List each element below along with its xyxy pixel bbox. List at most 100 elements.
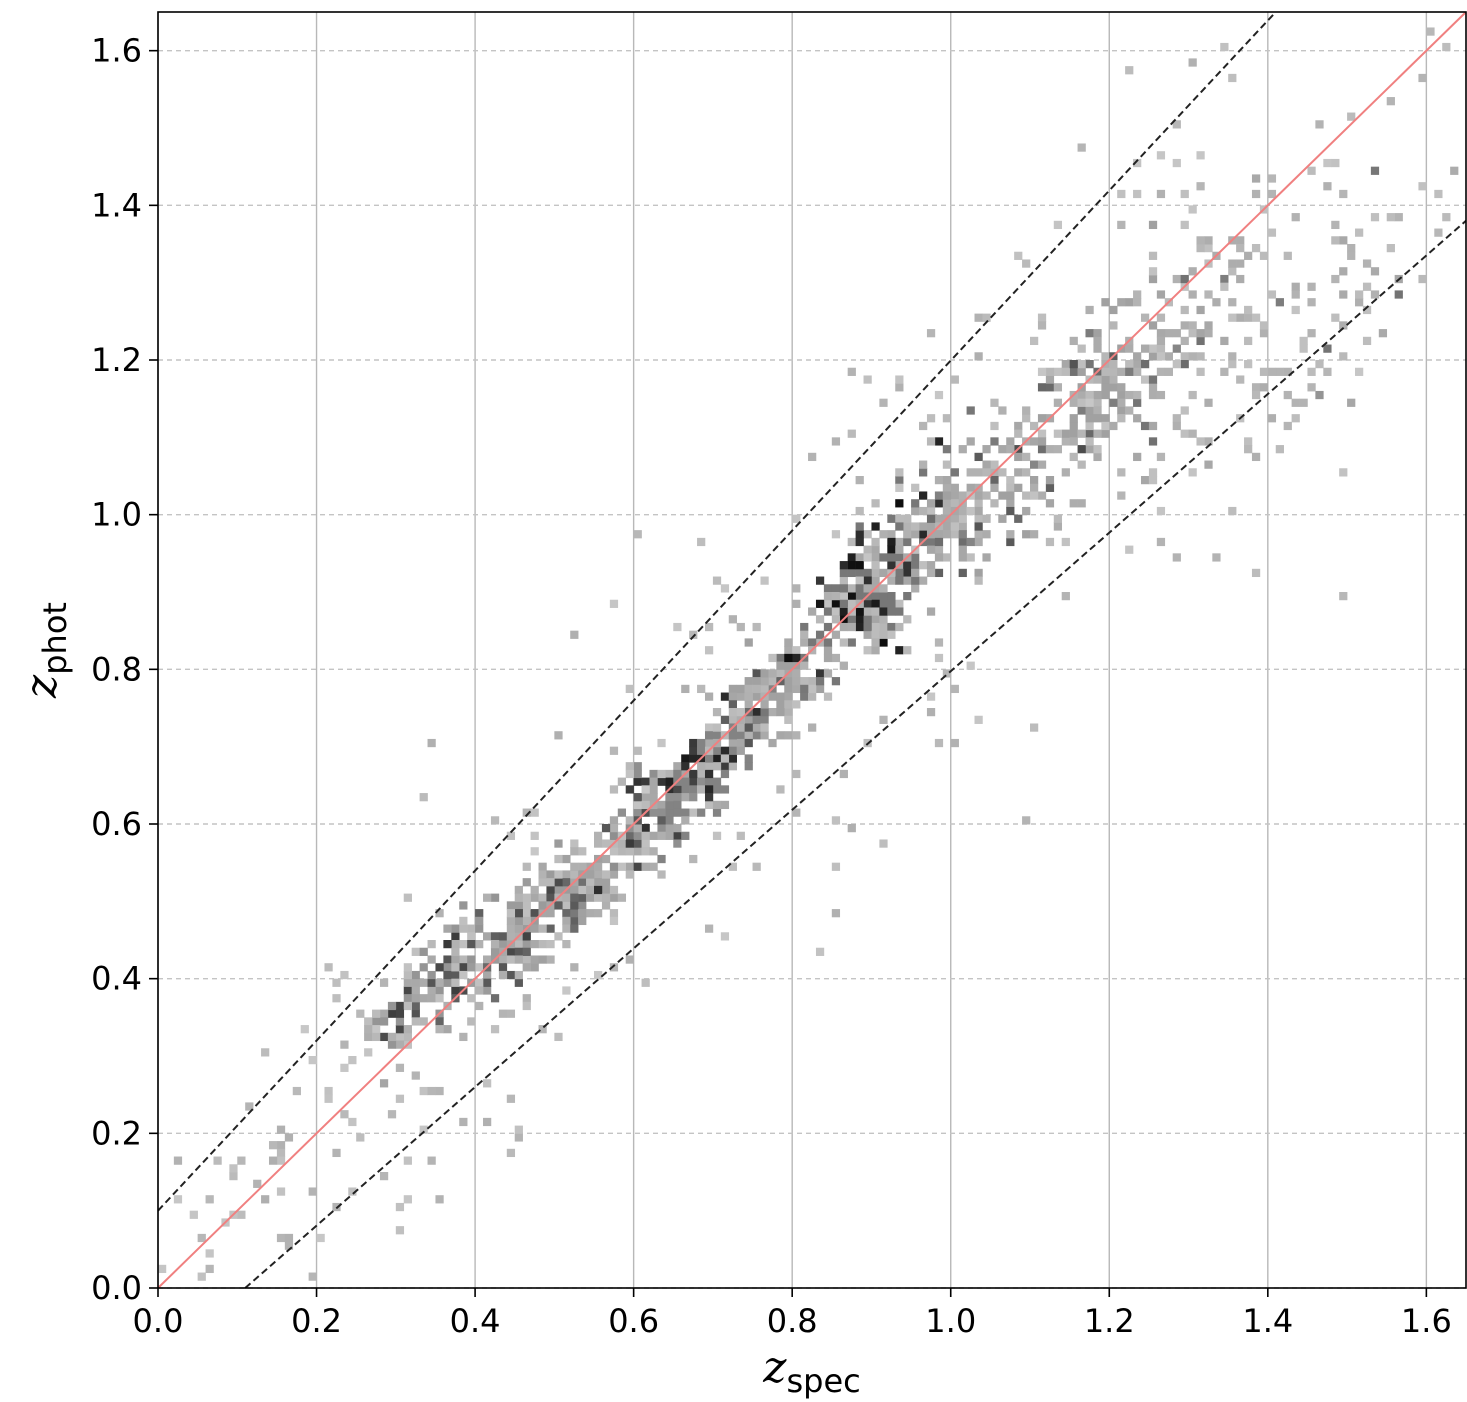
density-cell xyxy=(1022,452,1031,462)
density-cell xyxy=(483,893,492,902)
density-cell xyxy=(379,978,389,987)
density-cell xyxy=(1148,375,1158,384)
density-cell xyxy=(974,313,983,322)
density-cell xyxy=(1204,244,1213,253)
density-cell xyxy=(720,715,730,724)
density-cell xyxy=(942,491,952,500)
density-cell xyxy=(1164,367,1173,376)
density-cell xyxy=(387,1032,397,1042)
density-cell xyxy=(451,963,460,972)
density-cell xyxy=(879,592,888,601)
density-cell xyxy=(443,955,452,964)
density-cell xyxy=(792,677,801,686)
density-cell xyxy=(744,638,753,647)
density-cell xyxy=(1140,360,1150,369)
density-cell xyxy=(308,1272,317,1281)
density-cell xyxy=(974,452,983,462)
density-cell xyxy=(490,994,500,1003)
density-cell xyxy=(720,932,730,941)
density-cell xyxy=(625,785,634,794)
density-cell xyxy=(427,994,436,1003)
density-cell xyxy=(950,491,959,500)
density-cell xyxy=(823,653,833,663)
density-cell xyxy=(720,584,730,593)
density-cell xyxy=(451,940,460,949)
density-cell xyxy=(879,715,888,724)
density-cell xyxy=(1267,228,1277,237)
density-cell xyxy=(1053,514,1063,523)
density-cell xyxy=(895,553,904,562)
density-cell xyxy=(712,785,722,794)
density-cell xyxy=(1117,390,1126,400)
density-cell xyxy=(1394,290,1403,299)
density-cell xyxy=(815,599,825,608)
density-cell xyxy=(498,1009,508,1018)
density-cell xyxy=(1148,344,1158,353)
density-cell xyxy=(276,1187,286,1196)
density-cell xyxy=(364,1017,373,1026)
density-cell xyxy=(776,661,785,670)
density-cell xyxy=(475,978,484,987)
density-cell xyxy=(847,568,856,578)
density-cell xyxy=(887,537,896,547)
density-cell xyxy=(609,916,619,926)
density-cell xyxy=(974,530,983,539)
density-cell xyxy=(356,1009,365,1018)
density-cell xyxy=(403,970,412,980)
density-cell xyxy=(633,808,642,817)
density-cell xyxy=(1037,367,1047,376)
density-cell xyxy=(451,955,460,964)
density-cell xyxy=(1196,151,1205,160)
density-cell xyxy=(839,561,848,570)
density-cell xyxy=(697,808,706,817)
density-cell xyxy=(942,506,952,516)
density-cell xyxy=(1267,414,1277,423)
density-cell xyxy=(1251,244,1261,253)
density-cell xyxy=(475,1001,484,1011)
density-cell xyxy=(427,1156,436,1165)
density-cell xyxy=(974,514,983,523)
density-cell xyxy=(1386,97,1395,106)
density-cell xyxy=(673,622,682,632)
density-cell xyxy=(934,653,944,663)
density-cell xyxy=(712,708,722,717)
density-cell xyxy=(728,738,737,748)
density-cell xyxy=(1236,313,1245,322)
density-cell xyxy=(689,754,698,763)
density-cell xyxy=(483,986,492,995)
density-cell xyxy=(879,584,888,593)
density-cell xyxy=(1085,398,1094,407)
density-cell xyxy=(617,862,627,871)
density-cell xyxy=(641,978,650,987)
density-cell xyxy=(625,831,634,840)
density-cell xyxy=(633,746,642,755)
density-cell xyxy=(863,530,872,539)
density-cell xyxy=(681,793,690,802)
density-cell xyxy=(1030,530,1039,539)
density-cell xyxy=(459,901,468,910)
density-cell xyxy=(1133,452,1142,462)
density-cell xyxy=(887,514,896,523)
density-cell xyxy=(752,622,761,632)
density-cell xyxy=(887,545,896,554)
density-cell xyxy=(411,1009,420,1018)
density-cell xyxy=(1339,267,1348,276)
density-cell xyxy=(1109,375,1118,384)
density-cell xyxy=(205,1249,214,1258)
density-cell xyxy=(411,978,420,987)
density-cell xyxy=(934,476,944,485)
density-cell xyxy=(665,769,674,779)
x-tick-label: 0.0 xyxy=(133,1302,184,1340)
density-cell xyxy=(395,1025,405,1034)
density-cell xyxy=(911,561,920,570)
density-cell xyxy=(490,932,500,941)
density-cell xyxy=(966,661,975,670)
density-cell xyxy=(919,460,928,469)
density-cell xyxy=(911,483,920,492)
density-cell xyxy=(498,970,508,980)
density-cell xyxy=(863,622,872,632)
density-cell xyxy=(1244,437,1253,446)
density-cell xyxy=(720,754,730,763)
density-cell xyxy=(681,816,690,825)
density-cell xyxy=(1117,383,1126,392)
